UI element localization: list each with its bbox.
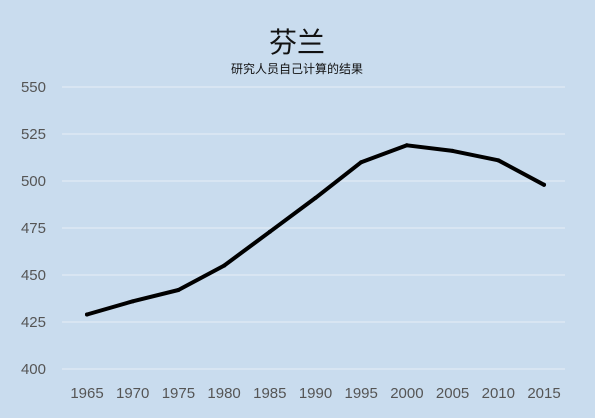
data-point [85,312,89,317]
x-tick-label: 2005 [436,385,469,402]
y-tick-label: 425 [21,314,46,331]
gridlines [62,86,565,370]
x-tick-label: 1970 [116,385,149,402]
y-tick-label: 500 [21,173,46,190]
data-point [313,195,318,200]
data-point [496,158,501,163]
chart-subtitle: 研究人员自己计算的结果 [231,61,363,76]
x-tick-label: 2015 [527,385,560,402]
chart-title: 芬兰 [269,26,325,59]
y-tick-label: 475 [21,220,46,237]
x-tick-label: 2000 [390,385,423,402]
x-tick-label: 1965 [70,385,103,402]
y-tick-label: 450 [21,267,46,284]
data-point [450,148,455,153]
y-tick-label: 550 [21,79,46,96]
series-line [85,143,546,317]
data-point [404,143,409,148]
x-tick-label: 2010 [482,385,515,402]
x-tick-label: 1985 [253,385,286,402]
x-axis-ticks: 1965 1970 1975 1980 1985 1990 1995 2000 2005 2010… [70,385,560,402]
data-point [176,288,181,293]
data-point [267,229,272,234]
data-point [359,160,364,165]
y-tick-label: 400 [21,361,46,378]
x-tick-label: 1995 [345,385,378,402]
x-tick-label: 1975 [162,385,195,402]
x-tick-label: 1980 [207,385,240,402]
y-tick-label: 525 [21,126,46,143]
data-point [542,182,546,187]
x-tick-label: 1990 [299,385,332,402]
data-point [130,299,135,304]
data-point [222,263,227,268]
series-layer [85,143,546,317]
y-axis-ticks: 400 425 450 475 500 525 550 [21,79,46,378]
